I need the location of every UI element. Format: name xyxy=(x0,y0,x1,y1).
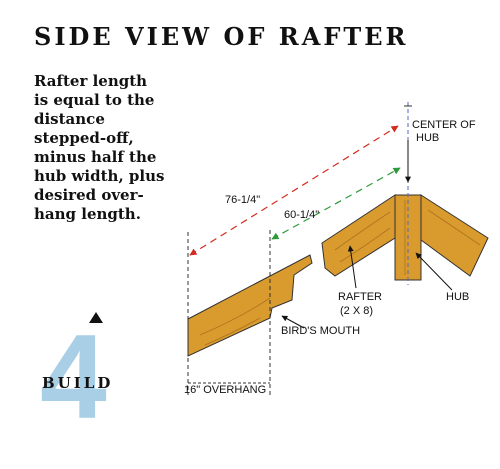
center-of-hub-label-line2: HUB xyxy=(416,132,439,144)
rafter-upper-right-grain xyxy=(427,209,481,246)
center-of-hub-label: CENTER OF xyxy=(412,119,476,131)
rafter-upper-right-piece xyxy=(420,194,489,277)
rafter-lower-grain xyxy=(199,297,271,346)
step-word: BUILD xyxy=(42,374,114,392)
rafter-upper-left-piece xyxy=(321,194,396,277)
diagram-title: SIDE VIEW OF RAFTER xyxy=(34,22,409,51)
rafter-size-label: (2 X 8) xyxy=(340,305,373,317)
total-length-label: 76-1/4" xyxy=(225,194,260,206)
rafter-lower-piece xyxy=(187,254,313,357)
up-triangle-icon xyxy=(89,312,103,323)
birds-mouth-label: BIRD'S MOUTH xyxy=(281,325,360,337)
step-number: 4 xyxy=(40,310,107,444)
description-text: Rafter length is equal to the distance s… xyxy=(34,72,165,223)
birds-mouth-leader xyxy=(281,315,305,329)
stepped-length-label: 60-1/4" xyxy=(284,209,319,221)
rafter-label: RAFTER xyxy=(338,291,382,303)
hub-label: HUB xyxy=(446,291,469,303)
rafter-leader xyxy=(347,245,357,289)
overhang-label: 16" OVERHANG xyxy=(184,384,266,396)
hub-leader xyxy=(415,252,453,291)
stepped-length-arrow xyxy=(271,167,401,240)
